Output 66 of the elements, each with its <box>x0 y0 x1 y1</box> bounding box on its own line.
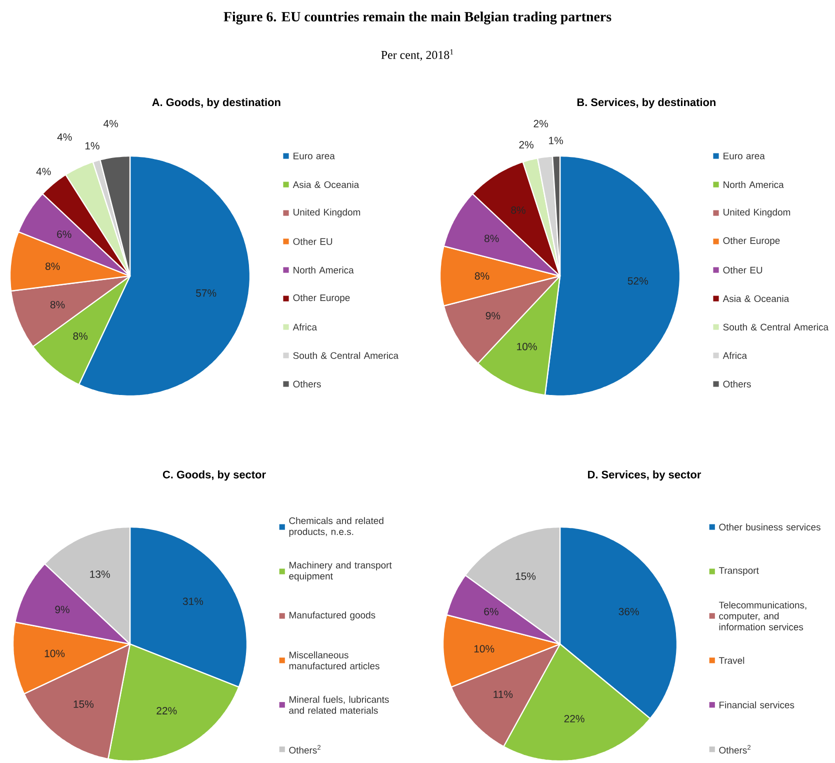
text: Figure 6. EU countries remain the main Belgian trading partners <box>224 12 612 24</box>
legend-label: Other EU <box>723 266 762 274</box>
data-label: 6% <box>484 608 498 616</box>
legend-label: Manufactured goods <box>290 612 376 620</box>
data-label: 9% <box>55 606 70 614</box>
chart-title: C. Goods, by sector <box>162 470 266 481</box>
data-label: 13% <box>90 570 110 578</box>
legend-label: Other EU <box>293 238 332 245</box>
legend-label: Other business services <box>719 524 820 530</box>
data-label: 4% <box>103 120 118 128</box>
data-label: 8% <box>73 332 88 340</box>
data-label: 2% <box>519 141 534 148</box>
chart-title: D. Services, by sector <box>588 470 702 481</box>
legend-label: Other Europe <box>293 294 350 303</box>
chart-title: B. Services, by destination <box>577 98 716 108</box>
legend-label: South & Central America <box>723 324 829 330</box>
legend-label: South & Central America <box>293 352 399 359</box>
data-label: 2% <box>534 120 548 128</box>
legend-label: Asia & Oceania <box>292 181 360 188</box>
data-label: 52% <box>628 277 648 285</box>
data-label: 11% <box>494 690 513 698</box>
data-label: 4% <box>36 168 51 176</box>
data-label: 1% <box>85 142 100 150</box>
data-label: 8% <box>474 272 490 280</box>
data-label: 10% <box>517 342 537 350</box>
legend-label: North America <box>724 181 784 188</box>
legend-label: Machinery and transport equipment <box>289 562 392 582</box>
data-label: 22% <box>156 707 177 714</box>
data-label: 6% <box>57 230 72 238</box>
legend-label: North America <box>294 266 354 274</box>
legend-label: Others <box>723 380 751 388</box>
data-label: 57% <box>196 289 216 297</box>
data-label: 9% <box>486 312 500 320</box>
legend-label: Telecommunications, computer, and information services <box>718 601 806 630</box>
data-label: 10% <box>474 645 494 653</box>
legend-label: Transport <box>718 567 759 576</box>
data-label: 15% <box>74 700 94 708</box>
legend-label: Euro area <box>294 152 335 160</box>
legend-label: Miscellaneous manufactured articles <box>289 651 380 670</box>
legend-label: Others <box>293 380 321 388</box>
data-label: 8% <box>50 300 65 308</box>
legend-label: Euro area <box>724 152 765 160</box>
legend-label: Other Europe <box>723 237 780 246</box>
legend-label: United Kingdom <box>294 208 360 218</box>
legend-label: Chemicals and related products, n.e.s. <box>289 517 384 537</box>
legend-label: Mineral fuels, lubricants and related materials <box>289 696 389 714</box>
legend-label: Asia & Oceania <box>722 295 790 302</box>
legend-label: Africa <box>722 352 748 359</box>
data-label: 8% <box>484 234 499 242</box>
data-label: 15% <box>516 572 536 580</box>
legend-label: Others$^{2}$ <box>719 745 750 754</box>
data-label: 8% <box>511 206 526 214</box>
chart-title: A. Goods, by destination <box>152 98 280 108</box>
legend-label: Financial services <box>720 701 794 708</box>
text: Per cent, 2018$^{1}$ <box>381 49 454 61</box>
data-label: 31% <box>182 598 204 606</box>
data-label: 36% <box>618 608 639 616</box>
data-label: 8% <box>45 262 60 270</box>
legend-label: Travel <box>718 656 744 664</box>
legend-label: Others$^{2}$ <box>289 745 320 754</box>
legend-label: United Kingdom <box>724 208 790 218</box>
data-label: 10% <box>44 650 65 658</box>
legend-label: Africa <box>292 324 317 330</box>
data-label: 1% <box>549 136 563 144</box>
data-label: 4% <box>57 133 72 141</box>
data-label: 22% <box>564 714 584 722</box>
